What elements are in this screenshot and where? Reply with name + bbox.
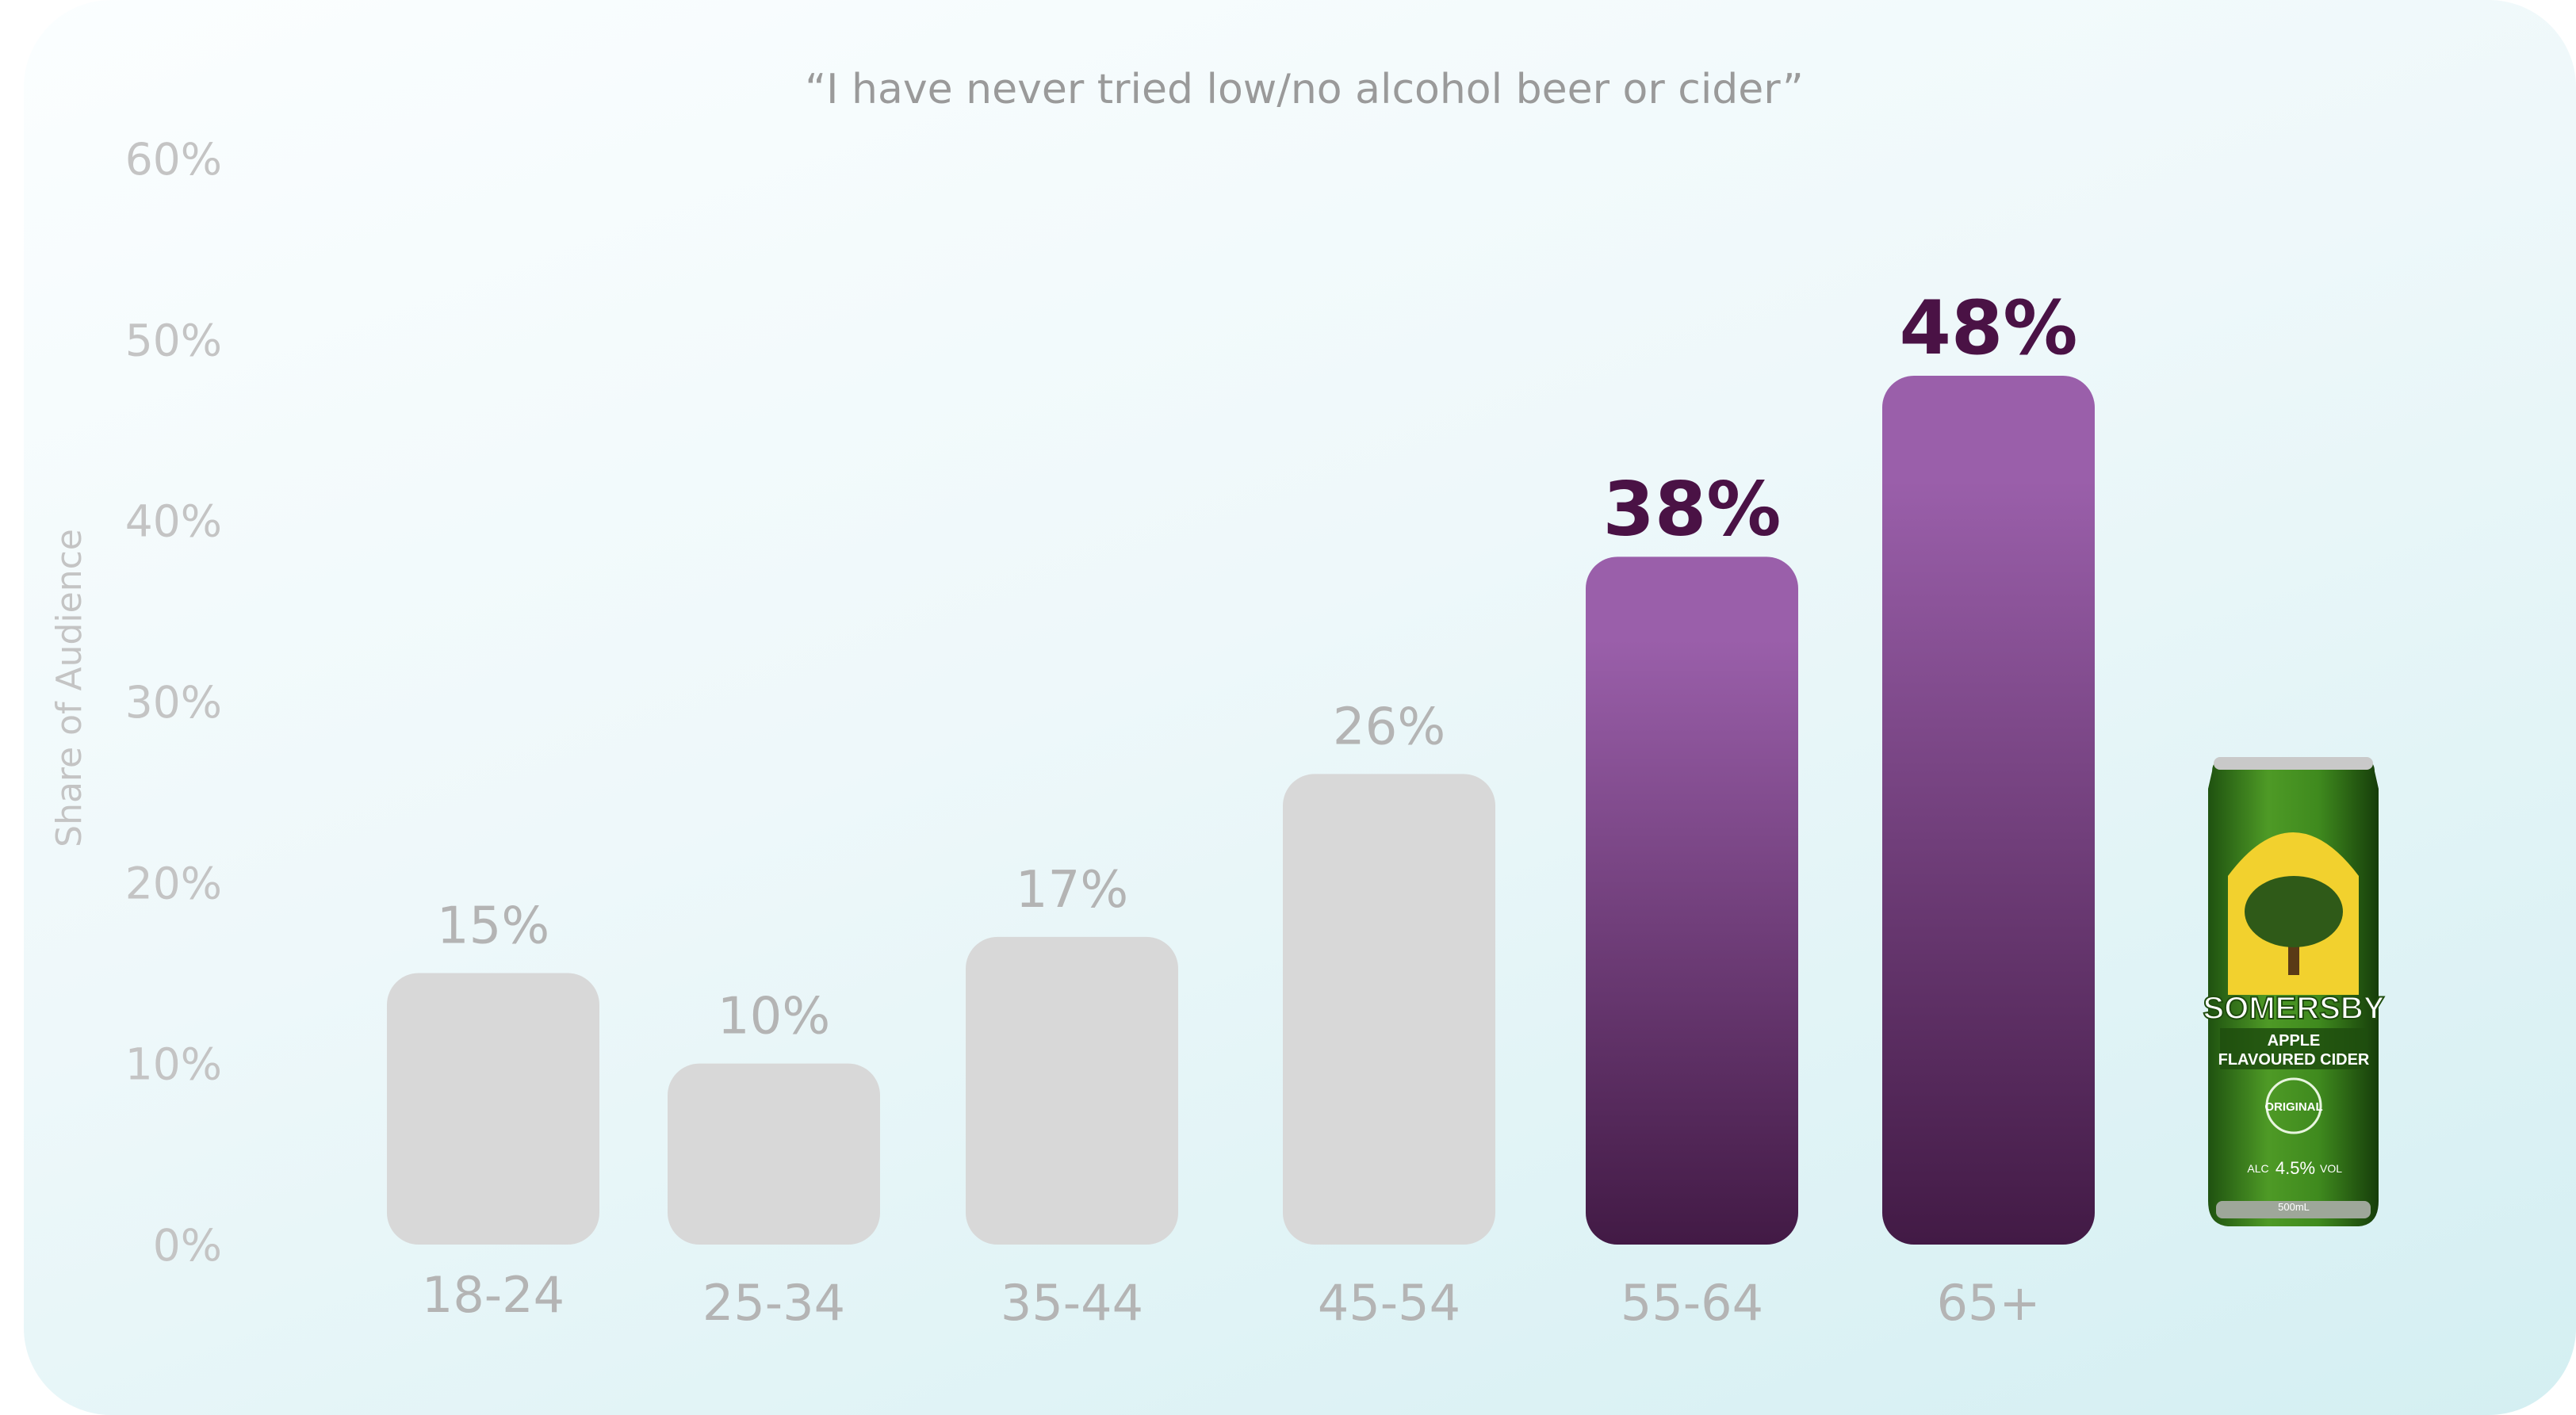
y-tick-label: 10% xyxy=(125,1039,222,1090)
can-line-1: APPLE xyxy=(2268,1032,2321,1050)
x-tick-label: 55-64 xyxy=(1621,1274,1763,1332)
can-abv-suffix: VOL xyxy=(2320,1162,2342,1175)
x-axis: 18-24 25-34 35-44 45-54 55-64 65+ xyxy=(422,1266,2041,1332)
chart-card: “I have never tried low/no alcohol beer … xyxy=(24,0,2576,1415)
bar-35-44 xyxy=(966,936,1178,1245)
data-label-18-24: 15% xyxy=(437,897,549,956)
x-tick-label: 25-34 xyxy=(702,1274,845,1332)
x-tick-label: 18-24 xyxy=(422,1266,565,1324)
data-label-45-54: 26% xyxy=(1333,698,1445,756)
y-tick-label: 50% xyxy=(125,315,222,365)
data-label-35-44: 17% xyxy=(1016,861,1128,920)
bar-55-64 xyxy=(1586,556,1798,1245)
chart-title: “I have never tried low/no alcohol beer … xyxy=(805,66,1804,113)
bars xyxy=(387,376,2095,1245)
y-tick-label: 30% xyxy=(125,677,222,728)
data-label-65+: 48% xyxy=(1900,285,2078,372)
tree-icon xyxy=(2245,876,2343,947)
x-tick-label: 35-44 xyxy=(1001,1274,1143,1332)
y-axis-label: Share of Audience xyxy=(49,529,90,847)
chart: “I have never tried low/no alcohol beer … xyxy=(49,66,2386,1332)
can-lid xyxy=(2214,757,2373,770)
can-brand: SOMERSBY xyxy=(2203,991,2385,1026)
bar-45-54 xyxy=(1283,774,1495,1245)
data-label-55-64: 38% xyxy=(1603,466,1782,553)
can-line-2: FLAVOURED CIDER xyxy=(2218,1051,2370,1069)
cider-can-icon: SOMERSBY APPLE FLAVOURED CIDER ORIGINAL … xyxy=(2203,757,2386,1226)
can-abv: 4.5% xyxy=(2276,1158,2315,1178)
y-tick-label: 40% xyxy=(125,496,222,547)
x-tick-label: 65+ xyxy=(1937,1274,2041,1332)
bar-18-24 xyxy=(387,973,599,1245)
can-abv-prefix: ALC xyxy=(2247,1162,2268,1175)
y-tick-label: 60% xyxy=(125,134,222,185)
data-labels: 15% 10% 17% 26% 38% 48% xyxy=(437,285,2078,1046)
y-tick-label: 0% xyxy=(153,1220,222,1271)
bar-65+ xyxy=(1882,376,2095,1245)
y-tick-label: 20% xyxy=(125,858,222,908)
data-label-25-34: 10% xyxy=(718,988,830,1046)
can-badge: ORIGINAL xyxy=(2264,1100,2322,1114)
y-axis: 0% 10% 20% 30% 40% 50% 60% xyxy=(125,134,222,1271)
can-volume: 500mL xyxy=(2278,1201,2310,1213)
can-badge-ring xyxy=(2265,1077,2322,1134)
can-base xyxy=(2216,1201,2371,1218)
x-tick-label: 45-54 xyxy=(1318,1274,1460,1332)
bar-25-34 xyxy=(668,1063,880,1245)
can-band xyxy=(2220,1028,2367,1069)
